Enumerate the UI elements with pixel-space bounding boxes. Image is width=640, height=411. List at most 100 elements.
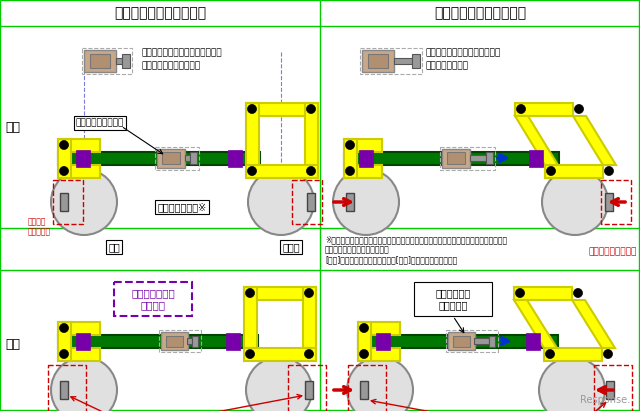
Bar: [76, 333, 90, 350]
Bar: [288, 365, 326, 411]
Circle shape: [60, 166, 68, 175]
Bar: [362, 50, 394, 72]
Bar: [474, 338, 489, 344]
Circle shape: [516, 104, 525, 113]
Bar: [358, 335, 558, 348]
Circle shape: [60, 349, 68, 358]
Circle shape: [346, 141, 355, 150]
Circle shape: [305, 289, 314, 298]
Text: 【ブレーキをかける前】: 【ブレーキをかける前】: [114, 6, 206, 20]
Bar: [453, 336, 470, 347]
Bar: [187, 338, 192, 344]
Bar: [446, 330, 498, 352]
Circle shape: [246, 357, 312, 411]
Bar: [448, 332, 475, 350]
Bar: [606, 381, 614, 399]
Bar: [442, 149, 470, 168]
Bar: [601, 180, 631, 224]
Circle shape: [575, 104, 584, 113]
Bar: [292, 180, 322, 224]
Polygon shape: [515, 116, 558, 165]
Bar: [185, 155, 190, 161]
Circle shape: [60, 141, 68, 150]
Bar: [360, 381, 368, 399]
Bar: [76, 150, 90, 167]
Bar: [358, 322, 400, 335]
Bar: [344, 139, 382, 152]
Text: 【ブレーキをかけた時】: 【ブレーキをかけた時】: [434, 6, 526, 20]
Bar: [447, 152, 465, 164]
Text: ターンバックル※: ターンバックル※: [157, 202, 207, 212]
Bar: [470, 155, 486, 161]
Bar: [303, 287, 316, 348]
Bar: [348, 365, 386, 411]
Bar: [544, 348, 602, 361]
Text: ストローク量）を調整する役割: ストローク量）を調整する役割: [325, 245, 390, 254]
Bar: [489, 336, 495, 347]
Bar: [307, 193, 315, 211]
Circle shape: [542, 169, 608, 235]
Bar: [414, 282, 492, 316]
Bar: [358, 322, 371, 361]
Bar: [346, 193, 354, 211]
Bar: [58, 335, 258, 348]
Circle shape: [539, 357, 605, 411]
Bar: [344, 139, 357, 178]
Bar: [594, 365, 632, 411]
Bar: [305, 103, 318, 165]
Circle shape: [605, 166, 614, 175]
Text: 制輪子が車輪に圧着: 制輪子が車輪に圧着: [589, 247, 637, 256]
Text: ブレーキシリンダー: ブレーキシリンダー: [76, 118, 124, 127]
Bar: [226, 333, 240, 350]
Bar: [228, 150, 242, 167]
Bar: [122, 54, 130, 68]
Polygon shape: [573, 116, 616, 165]
Bar: [526, 333, 540, 350]
Bar: [376, 333, 390, 350]
Text: 車輪: 車輪: [108, 242, 120, 252]
Bar: [60, 193, 68, 211]
Bar: [157, 149, 185, 168]
Bar: [84, 50, 116, 72]
Bar: [440, 147, 495, 170]
Bar: [190, 152, 197, 164]
Bar: [244, 287, 257, 348]
Bar: [53, 180, 83, 224]
Bar: [359, 150, 373, 167]
Circle shape: [573, 289, 582, 298]
Bar: [159, 330, 201, 352]
Circle shape: [246, 349, 255, 358]
Bar: [515, 103, 573, 116]
Bar: [514, 287, 572, 300]
Circle shape: [333, 169, 399, 235]
Text: 車輪に圧着する。: 車輪に圧着する。: [426, 62, 469, 71]
Bar: [360, 48, 422, 74]
Bar: [368, 54, 388, 68]
Bar: [90, 54, 110, 68]
Circle shape: [347, 357, 413, 411]
Circle shape: [248, 166, 257, 175]
Bar: [605, 193, 613, 211]
Bar: [114, 282, 192, 316]
Bar: [486, 152, 493, 164]
Circle shape: [246, 289, 255, 298]
Text: ※ターンバックル：長さを調節することで、制輪子と車輪の離れ（ブレーキシンダーの: ※ターンバックル：長さを調節することで、制輪子と車輪の離れ（ブレーキシンダーの: [325, 235, 507, 244]
Bar: [58, 152, 260, 165]
Text: 通常: 通常: [6, 120, 20, 134]
Circle shape: [307, 104, 316, 113]
Bar: [58, 165, 100, 178]
Bar: [58, 322, 71, 361]
Bar: [412, 54, 420, 68]
Polygon shape: [572, 300, 615, 348]
Text: ストロークが縮んでおり、制輪子: ストロークが縮んでおり、制輪子: [141, 48, 221, 58]
Bar: [162, 152, 180, 164]
Circle shape: [51, 169, 117, 235]
Circle shape: [515, 289, 525, 298]
Bar: [166, 336, 183, 347]
Polygon shape: [514, 300, 557, 348]
Bar: [161, 332, 188, 350]
Bar: [58, 348, 100, 361]
Circle shape: [248, 104, 257, 113]
Bar: [155, 147, 199, 170]
Circle shape: [305, 349, 314, 358]
